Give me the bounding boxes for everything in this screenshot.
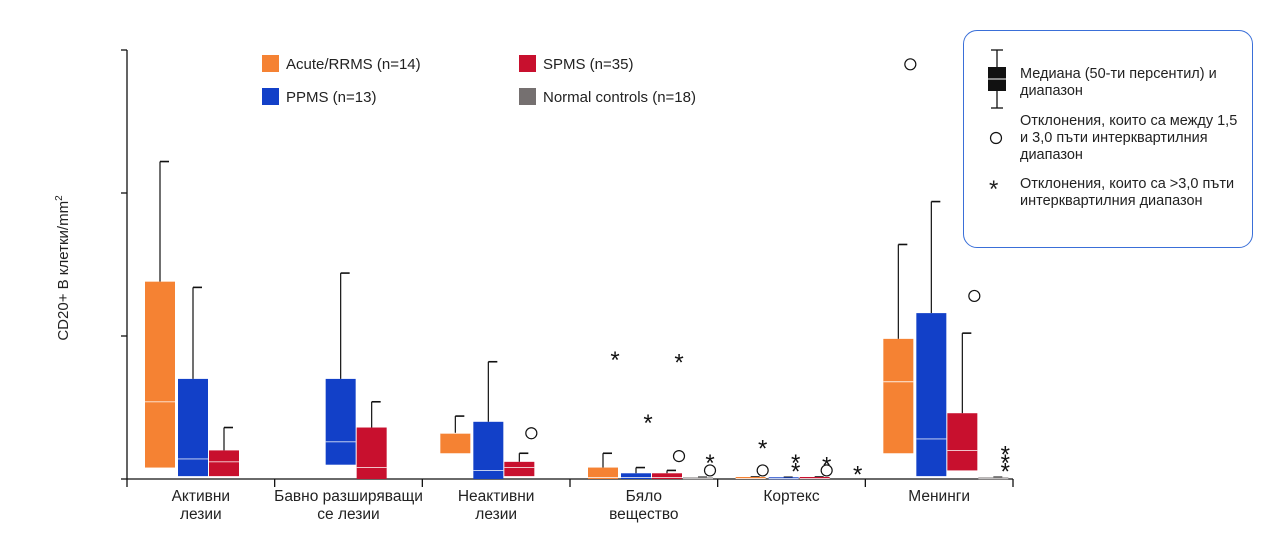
chart-boxes: [145, 160, 1009, 480]
box-body: [356, 427, 387, 479]
box-body: [178, 378, 208, 477]
box-3-1: [621, 466, 651, 479]
box-5-2: [947, 332, 978, 471]
outlier-star: *: [758, 436, 767, 463]
category-label-line: Кортекс: [763, 488, 819, 505]
legend-swatch: [262, 55, 279, 72]
outlier-star: *: [1001, 441, 1010, 468]
box-symbol-icon: [988, 49, 1006, 109]
box-0-2: [209, 426, 239, 477]
outlier-star: *: [822, 453, 831, 480]
category-label-line: Бяло: [626, 488, 662, 505]
box-body: [947, 413, 978, 471]
outlier-circle: [820, 464, 833, 477]
legend-swatch: [519, 55, 536, 72]
circle-symbol-icon: [989, 131, 1003, 145]
category-label-line: Менинги: [908, 488, 970, 505]
legend-label: PPMS (n=13): [286, 89, 376, 106]
box-5-1: [916, 200, 947, 477]
box-2-2: [504, 452, 535, 477]
outlier-star: *: [1001, 458, 1010, 485]
outlier-circle: [968, 289, 981, 303]
chart-outliers: ******* * ****: [525, 58, 1010, 488]
box-3-2: [652, 469, 682, 479]
legend-label: Acute/RRMS (n=14): [286, 56, 421, 73]
y-axis-label: CD20+ B клетки/mm2: [54, 195, 72, 341]
category-label-line: се лезии: [317, 506, 379, 523]
category-label: Бавно разширяващи се лезии: [274, 488, 423, 523]
legend-label: SPMS (n=35): [543, 56, 633, 73]
box-body: [440, 433, 471, 454]
category-label: Активни лезии: [172, 488, 231, 523]
box-body: [883, 338, 914, 454]
box-body: [209, 450, 239, 477]
box-body: [325, 378, 356, 465]
box-body: [621, 473, 651, 479]
box-body: [916, 313, 947, 477]
category-label: Кортекс: [763, 488, 819, 505]
symbol-key-box: Медиана (50-ти персентил) и диапазон Отк…: [963, 30, 1253, 248]
box-3-0: [588, 452, 618, 479]
category-label: Бяло вещество: [609, 488, 678, 523]
box-0-0: [145, 160, 175, 468]
key-box-label: Медиана (50-ти персентил) и диапазон: [1020, 66, 1217, 99]
box-5-3: [978, 476, 1009, 480]
box-0-1: [178, 286, 208, 477]
outlier-star: *: [610, 347, 619, 374]
box-body: [145, 281, 175, 468]
box-body: [652, 473, 682, 479]
key-star-label: Отклонения, които са >3,0 пъти интерквар…: [1020, 176, 1235, 209]
legend-swatch: [519, 88, 536, 105]
box-4-0: [735, 476, 766, 479]
outlier-star: *: [674, 350, 683, 377]
box-1-2: [356, 400, 387, 479]
box-4-1: [768, 476, 799, 480]
category-label-line: лезии: [180, 506, 222, 523]
box-2-1: [473, 360, 504, 479]
outlier-star: *: [1001, 450, 1010, 477]
outlier-circle: [703, 464, 717, 477]
outlier-circle: [756, 464, 769, 477]
box-3-3: [683, 476, 713, 480]
outlier-star: *: [791, 458, 800, 485]
category-label-line: Неактивни: [458, 488, 535, 505]
category-label-line: вещество: [609, 506, 678, 523]
category-label-line: Бавно разширяващи: [274, 488, 423, 505]
chart-legend: Acute/RRMS (n=14) PPMS (n=13) SPMS (n=35) N…: [262, 55, 696, 106]
box-body: [473, 421, 504, 479]
outlier-star: *: [643, 410, 652, 437]
category-label: Менинги: [908, 488, 970, 505]
category-label-line: лезии: [475, 506, 517, 523]
box-1-1: [325, 272, 356, 465]
outlier-circle: [525, 427, 538, 440]
outlier-star: *: [791, 450, 800, 477]
outlier-star: *: [853, 461, 862, 488]
category-label-line: Активни: [172, 488, 231, 505]
category-label: Неактивни лезии: [458, 488, 535, 523]
legend-swatch: [262, 88, 279, 105]
outlier-star: *: [705, 450, 714, 477]
box-4-2: [799, 476, 830, 479]
outlier-circle: [672, 450, 686, 463]
box-body: [588, 467, 618, 479]
key-circle-label: Отклонения, които са между 1,5 и 3,0 път…: [1020, 113, 1238, 163]
legend-label: Normal controls (n=18): [543, 89, 696, 106]
box-2-0: [440, 415, 471, 454]
star-symbol-icon: *: [989, 176, 999, 203]
box-5-0: [883, 243, 914, 454]
box-body: [504, 461, 535, 477]
outlier-circle: [904, 58, 917, 71]
